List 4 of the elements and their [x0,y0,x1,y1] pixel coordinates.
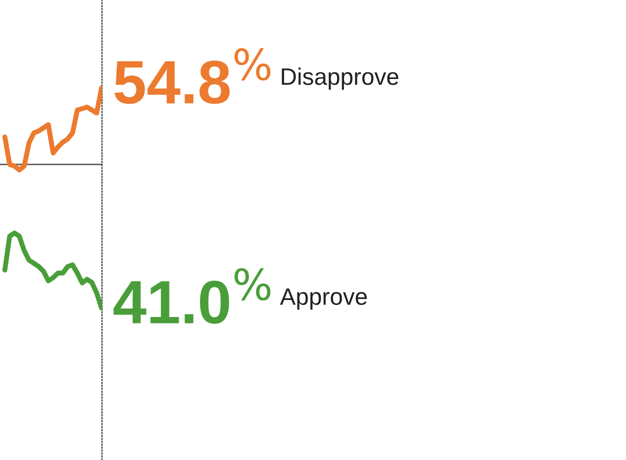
data-label: 41.0$^{%}$ [114,268,270,324]
text: Approve [280,288,367,310]
data-label: 54.8$^{%}$ [114,48,270,104]
text: Disapprove [282,68,398,90]
